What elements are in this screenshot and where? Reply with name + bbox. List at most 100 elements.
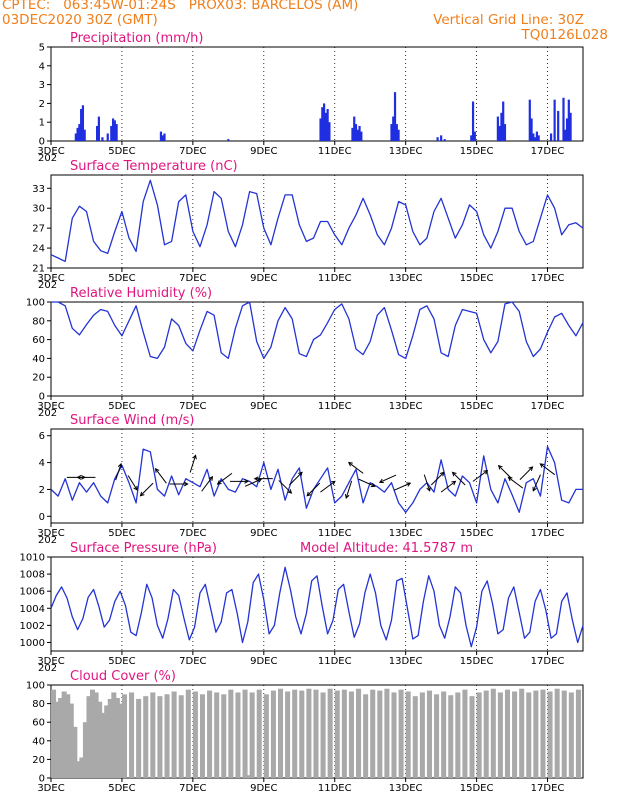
- cloud-bar: [164, 694, 170, 778]
- y-tick-label: 0: [39, 512, 45, 523]
- cloud-bar: [61, 691, 67, 778]
- wind-arrow: [519, 466, 534, 480]
- y-tick-label: 40: [32, 354, 45, 365]
- cloud-bar: [306, 688, 312, 778]
- wind-arrow-shaft: [430, 472, 445, 486]
- cloud-bar: [192, 691, 198, 778]
- x-year-label: 202: [38, 153, 57, 164]
- precip-bar: [393, 92, 397, 141]
- x-tick-label: 15DEC: [460, 273, 494, 284]
- x-tick-label: 9DEC: [250, 273, 277, 284]
- wind-arrow: [154, 467, 167, 484]
- wind-arrow-head: [244, 479, 250, 484]
- x-tick-label: 7DEC: [179, 783, 206, 794]
- wind-arrow-head: [528, 466, 534, 471]
- wind-arrow-shaft: [452, 472, 466, 486]
- precip-bar: [440, 135, 443, 141]
- cloud-bar: [235, 692, 241, 778]
- wind-arrow: [378, 474, 397, 484]
- precip-bar: [356, 129, 359, 141]
- x-year-label: 202: [38, 408, 57, 419]
- cloud-bar: [121, 694, 127, 778]
- wind-arrow: [320, 480, 336, 493]
- precip-bar: [473, 131, 476, 141]
- precip-bar: [110, 125, 113, 141]
- cloud-bar: [65, 694, 71, 778]
- cloud-bar: [97, 701, 103, 778]
- precip-bar: [97, 116, 100, 141]
- precip-bar: [471, 101, 475, 141]
- cloud-bar: [412, 696, 418, 778]
- y-tick-label: 6: [39, 431, 45, 442]
- cloud-bar: [100, 712, 106, 778]
- precip-bar: [395, 124, 398, 141]
- wind-arrow-head: [298, 471, 303, 477]
- cloud-bar: [75, 761, 81, 778]
- cloud-bar: [377, 690, 383, 778]
- cloud-bar: [157, 696, 163, 778]
- precip-bar: [528, 99, 531, 141]
- cloud-bar: [540, 689, 546, 778]
- precip-bar: [101, 137, 104, 141]
- x-tick-label: 13DEC: [389, 273, 423, 284]
- cloud-bar: [93, 692, 99, 778]
- wind-arrow: [393, 482, 412, 491]
- x-tick-label: 9DEC: [250, 146, 277, 157]
- x-tick-label: 11DEC: [318, 401, 352, 412]
- precip-bar: [319, 118, 322, 141]
- precip-bar: [227, 139, 230, 141]
- wind-arrow-head: [216, 480, 222, 485]
- x-tick-label: 7DEC: [179, 273, 206, 284]
- precip-bar: [562, 97, 565, 141]
- y-tick-label: 0: [39, 774, 45, 785]
- wind-arrow: [430, 471, 445, 486]
- y-tick-label: 0: [39, 137, 45, 148]
- cloud-bar: [320, 692, 326, 778]
- wind-arrow-head: [306, 491, 312, 497]
- series-line: [50, 566, 584, 648]
- x-tick-label: 3DEC: [37, 273, 64, 284]
- wind-arrow: [497, 464, 512, 479]
- cloud-bar: [384, 688, 390, 778]
- wind-arrow: [139, 482, 154, 497]
- x-tick-label: 7DEC: [179, 146, 206, 157]
- wind-arrow-shaft: [358, 478, 375, 487]
- precip-bar: [470, 135, 473, 141]
- y-tick-label: 40: [32, 736, 45, 747]
- wind-arrow: [507, 476, 524, 489]
- precip-bar: [549, 133, 553, 141]
- wind-arrow: [201, 476, 214, 492]
- wind-arrow-head: [330, 480, 336, 486]
- precip-bar: [532, 133, 535, 141]
- x-tick-label: 3DEC: [37, 528, 64, 539]
- wind-arrow-head: [483, 469, 489, 475]
- y-tick-label: 60: [32, 335, 45, 346]
- wind-arrow: [440, 480, 457, 493]
- x-tick-label: 9DEC: [250, 783, 277, 794]
- y-tick-label: 5: [39, 43, 45, 54]
- precip-bar: [81, 105, 85, 141]
- cloud-bar: [285, 691, 291, 778]
- y-tick-label: 1000: [20, 638, 45, 649]
- cloud-bar: [249, 692, 255, 778]
- wind-arrow-shaft: [423, 474, 431, 491]
- cloud-bar: [136, 698, 142, 778]
- wind-arrow: [358, 478, 376, 488]
- x-tick-label: 13DEC: [389, 783, 423, 794]
- series-line: [50, 445, 583, 513]
- panel-title: Relative Humidity (%): [70, 286, 212, 301]
- precip-bar: [113, 120, 116, 141]
- y-tick-label: 60: [32, 718, 45, 729]
- x-tick-label: 3DEC: [37, 401, 64, 412]
- cloud-bar: [575, 689, 581, 778]
- panel-5: [47, 556, 584, 655]
- y-tick-label: 33: [32, 184, 45, 195]
- y-tick-label: 20: [32, 755, 45, 766]
- precip-bar: [354, 124, 358, 141]
- wind-arrow-shaft: [532, 474, 541, 492]
- precip-bar: [569, 112, 572, 141]
- y-tick-label: 4: [39, 458, 45, 469]
- cloud-bar: [554, 688, 560, 778]
- wind-arrow-shaft: [348, 462, 364, 474]
